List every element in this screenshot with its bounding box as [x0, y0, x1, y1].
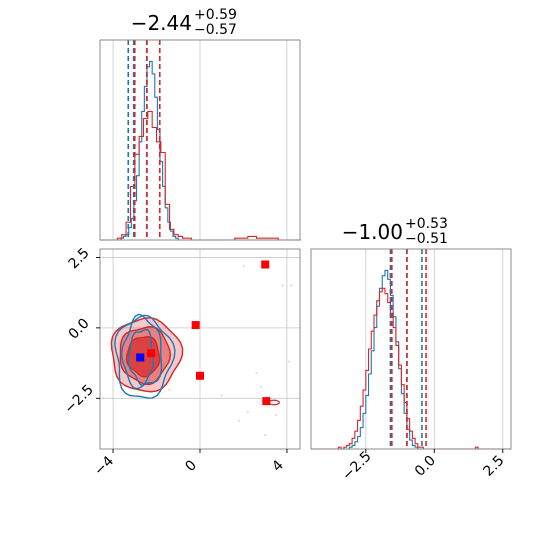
- x-tick-label: 2.5: [480, 453, 507, 480]
- x-tick-label: −2.5: [339, 448, 374, 483]
- sample-point: [242, 264, 245, 268]
- sample-point: [287, 360, 291, 363]
- sample-point: [281, 284, 284, 287]
- sample-point: [255, 371, 258, 375]
- y-tick-label: 0.0: [66, 316, 93, 343]
- axes-frame: [310, 248, 512, 450]
- sample-point: [220, 394, 223, 397]
- y-tick-label: −2.5: [61, 382, 96, 417]
- sample-point: [274, 413, 278, 417]
- truth-marker: [262, 397, 271, 406]
- panel-title-median: −2.44: [131, 11, 192, 35]
- contour-panel-xy: −4 0 4 −2.5 0.0 2.5: [61, 245, 301, 479]
- histogram-panel-y: −2.5 0.0 2.5 −1.00 +0.53−0.51: [310, 216, 512, 484]
- sample-point: [246, 411, 250, 414]
- sample-point: [264, 433, 267, 437]
- truth-marker: [261, 260, 270, 269]
- histogram-step-line: [100, 110, 300, 241]
- contour-level-blue: [120, 313, 163, 390]
- x-tick-label: 0: [182, 457, 200, 475]
- panel-title-lower: −0.51: [405, 231, 448, 247]
- histogram-panel-x: −2.44 +0.59−0.57: [99, 7, 301, 241]
- sample-point: [290, 284, 293, 287]
- x-tick-label: −4: [91, 453, 117, 479]
- x-tick-label: 0.0: [412, 453, 439, 480]
- panel-title-upper: +0.59: [194, 7, 237, 23]
- truth-marker: [191, 321, 200, 330]
- axes-frame: [99, 39, 301, 241]
- truth-marker: [147, 349, 156, 358]
- sample-point: [168, 388, 171, 392]
- histogram-step-line: [311, 287, 509, 450]
- sample-point: [259, 385, 263, 389]
- x-tick-label: 4: [269, 457, 287, 475]
- histogram-step-line: [311, 269, 511, 450]
- panel-title-median: −1.00: [342, 220, 403, 244]
- best-fit-marker: [136, 353, 145, 362]
- truth-marker: [196, 371, 204, 380]
- contour-level-blue: [114, 314, 176, 399]
- panel-title-lower: −0.57: [194, 22, 237, 38]
- sample-point: [237, 419, 241, 423]
- contour-level-blue: [127, 328, 155, 386]
- y-tick-label: 2.5: [66, 245, 93, 272]
- panel-title-upper: +0.53: [405, 216, 448, 232]
